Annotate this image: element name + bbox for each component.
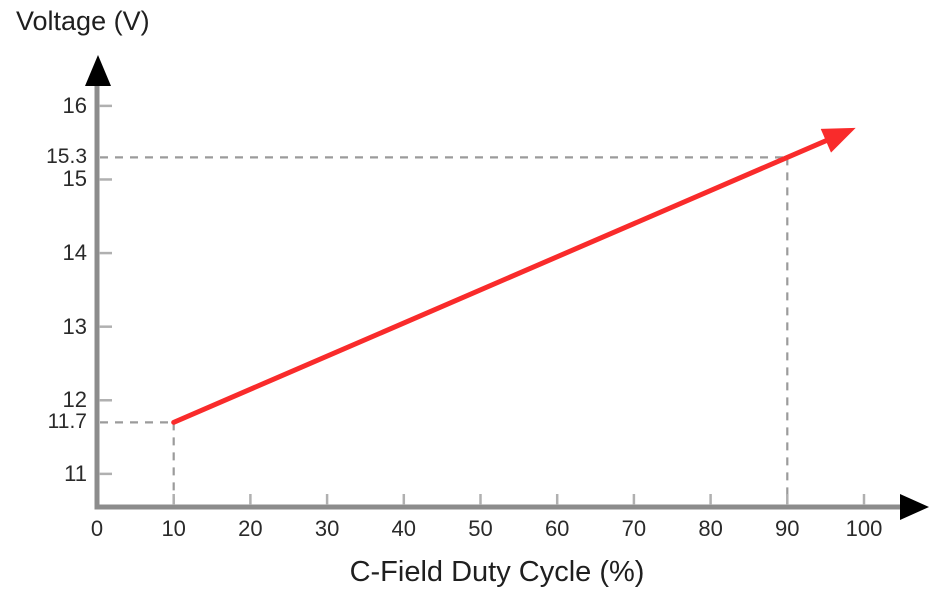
- x-tick-label-20: 20: [238, 516, 263, 541]
- x-tick-label-60: 60: [544, 516, 570, 541]
- x-tick-label-70: 70: [621, 516, 647, 541]
- y-axis-title: Voltage (V): [16, 6, 150, 36]
- series-line-voltage-vs-c-field-duty-cycle: [171, 127, 856, 425]
- y-tick-label-11: 11: [64, 460, 87, 486]
- x-tick-label-100: 100: [845, 516, 883, 541]
- y-tick-label-15: 15: [62, 166, 87, 192]
- x-axis-title: C-Field Duty Cycle (%): [349, 556, 645, 588]
- x-axis-arrowhead: [900, 494, 929, 520]
- x-tick-label-40: 40: [391, 516, 417, 541]
- y-tick-label-13: 13: [62, 313, 87, 339]
- x-tick-label-0: 0: [90, 516, 104, 541]
- y-tick-label-16: 16: [62, 92, 87, 118]
- y-axis-arrowhead: [85, 55, 111, 86]
- x-tick-label-30: 30: [314, 516, 340, 541]
- x-tick-label-10: 10: [161, 516, 186, 541]
- y-tick-label-14: 14: [62, 240, 87, 266]
- y-ref-label-11.7: 11.7: [47, 410, 87, 434]
- y-tick-label-12: 12: [62, 387, 87, 413]
- y-ref-label-15.3: 15.3: [46, 145, 87, 169]
- x-tick-label-50: 50: [468, 516, 493, 541]
- x-tick-label-80: 80: [698, 516, 723, 541]
- x-tick-label-90: 90: [775, 516, 800, 541]
